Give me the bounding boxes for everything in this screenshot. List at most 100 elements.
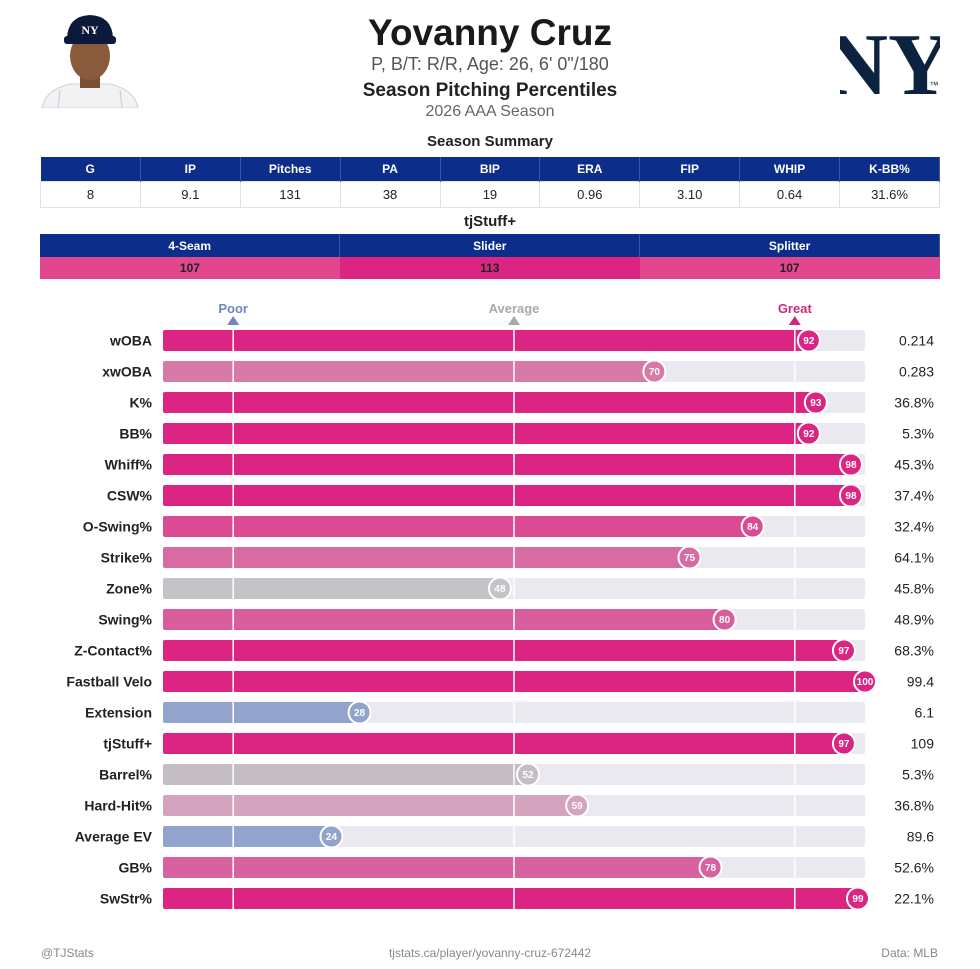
player-headshot: NY (40, 10, 140, 108)
percentile-bar (163, 888, 858, 909)
percentile-value: 97 (838, 739, 850, 750)
percentile-value: 52 (522, 770, 534, 781)
metric-label: GB% (119, 860, 153, 876)
percentile-bar (163, 361, 655, 382)
marker-label: Average (489, 301, 540, 316)
metric-value: 64.1% (894, 550, 934, 566)
tjstuff-table: 4-Seam Slider Splitter 107 113 107 (40, 234, 940, 279)
metric-value: 45.8% (894, 581, 934, 597)
metric-value: 22.1% (894, 891, 934, 907)
metric-value: 45.3% (894, 457, 934, 473)
percentile-value: 98 (845, 491, 857, 502)
percentile-bar (163, 764, 529, 785)
footer-source: Data: MLB (881, 946, 938, 960)
metric-label: Average EV (75, 829, 153, 845)
summary-table: G IP Pitches PA BIP ERA FIP WHIP K-BB% 8 9.1 131 38… (40, 157, 940, 208)
tjstuff-value: 113 (339, 257, 640, 279)
metric-label: O-Swing% (83, 519, 153, 535)
percentile-chart: Poor Average Great wOBA 92 0.214 xwOBA 70 0.283 K… (66, 301, 935, 911)
metric-label: Hard-Hit% (84, 798, 152, 814)
percentile-value: 80 (719, 615, 731, 626)
percentile-value: 99 (852, 894, 864, 905)
percentile-badge (740, 514, 765, 539)
metric-value: 32.4% (894, 519, 934, 535)
player-bio: P, B/T: R/R, Age: 26, 6' 0"/180 (371, 54, 609, 74)
percentile-badge (796, 328, 821, 353)
summary-value: 0.96 (539, 181, 641, 208)
percentile-bar (163, 857, 711, 878)
percentile-bar (163, 795, 578, 816)
summary-header: G (40, 157, 141, 182)
tjstuff-value: 107 (639, 257, 940, 279)
metric-label: K% (129, 395, 152, 411)
tjstuff-value: 107 (40, 257, 340, 279)
summary-value: 31.6% (839, 181, 940, 208)
percentile-value: 97 (838, 646, 850, 657)
cap-logo-text: NY (81, 23, 99, 37)
percentile-bar (163, 547, 690, 568)
percentile-value: 48 (494, 584, 506, 595)
summary-header: FIP (639, 157, 741, 182)
summary-value: 0.64 (739, 181, 840, 208)
percentile-badge (838, 483, 863, 508)
metric-value: 36.8% (894, 395, 934, 411)
metric-label: Whiff% (105, 457, 153, 473)
percentile-bar (163, 702, 360, 723)
percentile-value: 84 (747, 522, 759, 533)
summary-value: 8 (40, 181, 141, 208)
tjstuff-header: 4-Seam (40, 234, 341, 257)
percentile-bar (163, 826, 332, 847)
percentile-badge (796, 421, 821, 446)
percentile-value: 70 (649, 367, 661, 378)
marker-triangle (227, 316, 240, 325)
metric-label: BB% (119, 426, 152, 442)
metric-label: xwOBA (102, 364, 152, 380)
percentile-badge (853, 669, 877, 694)
metric-value: 89.6 (907, 829, 934, 845)
metric-value: 99.4 (907, 674, 934, 690)
percentile-bar (163, 578, 500, 599)
metric-value: 36.8% (894, 798, 934, 814)
marker-label: Poor (218, 301, 248, 316)
percentile-badge (516, 762, 541, 787)
percentile-bar (163, 423, 809, 444)
metric-label: Strike% (101, 550, 153, 566)
percentile-badge (565, 793, 590, 818)
metric-label: Barrel% (99, 767, 152, 783)
percentile-badge (347, 700, 372, 725)
summary-header: ERA (539, 157, 641, 182)
percentile-badge (803, 390, 828, 415)
percentile-badge (831, 731, 856, 756)
summary-title: Season Summary (427, 133, 553, 150)
marker-triangle (788, 316, 801, 325)
percentile-bar (163, 454, 851, 475)
footer-handle: @TJStats (41, 946, 94, 960)
percentile-value: 93 (810, 398, 822, 409)
marker-triangle (508, 316, 520, 325)
percentile-badge (845, 886, 870, 911)
metric-label: Z-Contact% (74, 643, 152, 659)
metric-value: 109 (911, 736, 935, 752)
marker-label: Great (778, 301, 813, 316)
percentile-bar (163, 609, 725, 630)
metric-value: 5.3% (902, 767, 934, 783)
player-name: Yovanny Cruz (368, 12, 612, 53)
summary-header: IP (140, 157, 241, 182)
percentile-value: 100 (857, 677, 874, 688)
summary-value: 3.10 (639, 181, 741, 208)
metric-value: 0.214 (899, 333, 934, 349)
summary-header: Pitches (240, 157, 341, 182)
metric-value: 6.1 (915, 705, 935, 721)
metric-label: Swing% (98, 612, 152, 628)
percentile-badge (831, 638, 856, 663)
tjstuff-header: Splitter (639, 234, 940, 257)
percentile-value: 98 (845, 460, 857, 471)
metric-label: Fastball Velo (66, 674, 152, 690)
percentile-value: 59 (572, 801, 584, 812)
tjstuff-title: tjStuff+ (463, 213, 517, 230)
percentile-badge (319, 824, 344, 849)
percentile-value: 92 (803, 429, 815, 440)
page-subtitle: 2026 AAA Season (425, 103, 555, 120)
metric-value: 0.283 (899, 364, 934, 380)
footer-url: tjstats.ca/player/yovanny-cruz-672442 (388, 946, 592, 960)
